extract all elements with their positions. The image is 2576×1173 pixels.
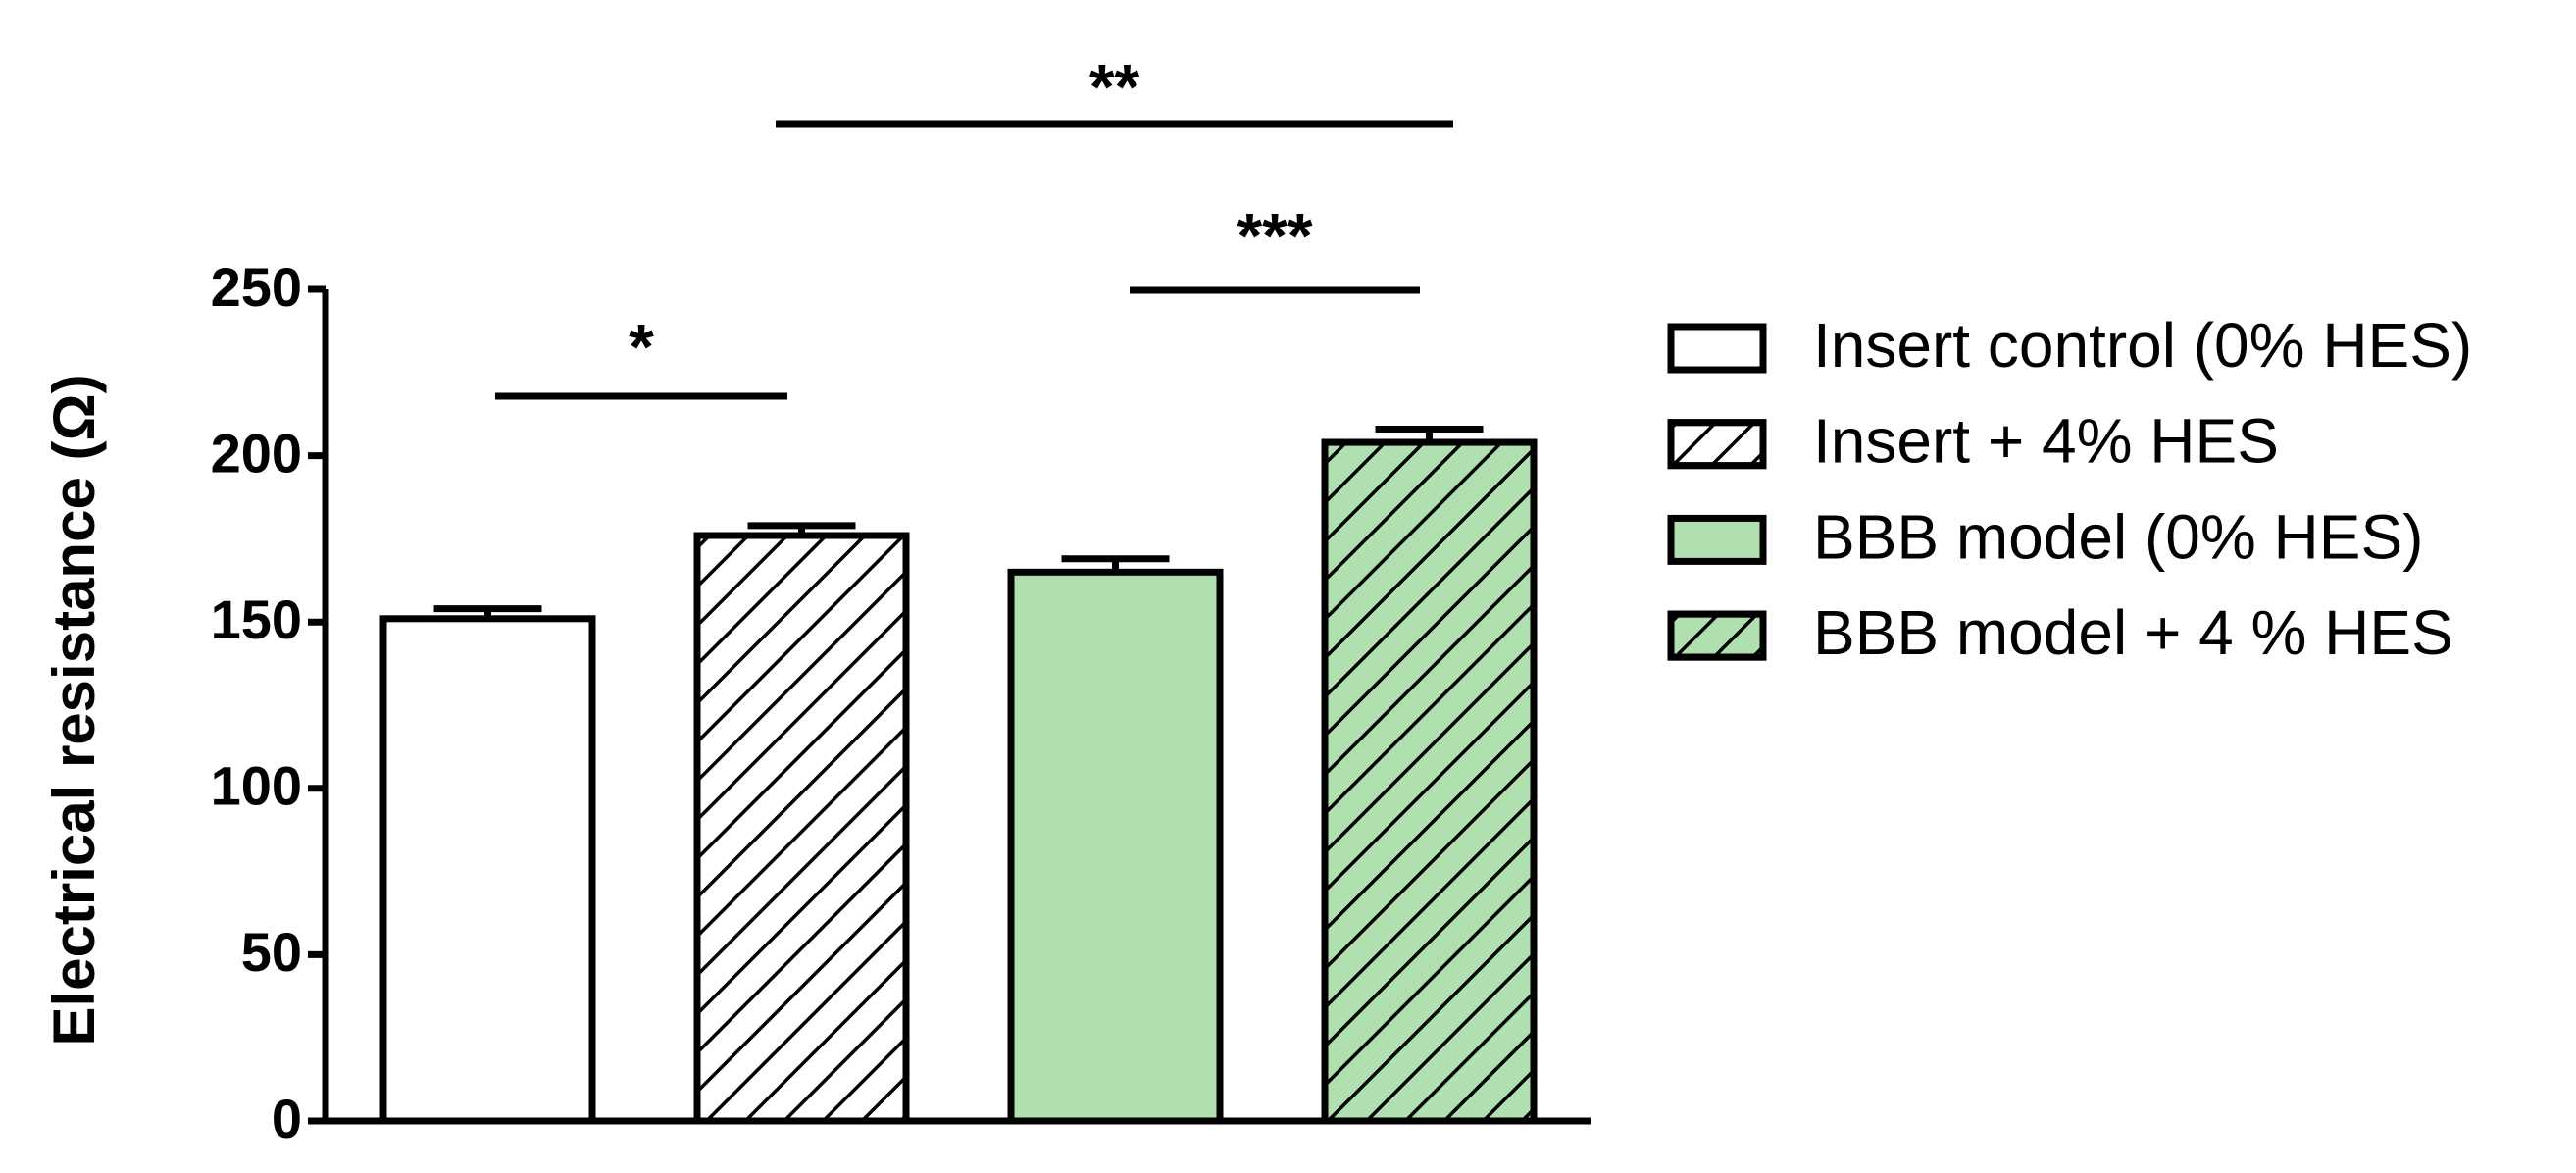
y-axis-label: Electrical resistance (Ω) — [41, 374, 107, 1046]
y-tick-label: 100 — [211, 755, 302, 817]
legend-swatch-hatch — [1667, 610, 1767, 661]
bar — [379, 615, 596, 1125]
legend-label: Insert control (0% HES) — [1813, 310, 2472, 381]
y-tick-label: 150 — [211, 588, 302, 650]
legend-swatch-hatch — [1667, 419, 1767, 470]
bar — [1007, 568, 1224, 1125]
y-tick-label: 250 — [211, 256, 302, 318]
bar-hatch — [693, 532, 910, 1125]
y-tick-label: 50 — [241, 921, 302, 983]
legend-swatch — [1667, 514, 1767, 565]
significance-label: * — [629, 310, 654, 382]
legend-swatch — [1667, 323, 1767, 374]
significance-label: ** — [1089, 50, 1140, 123]
bar-hatch — [1321, 438, 1538, 1125]
legend-label: BBB model (0% HES) — [1813, 501, 2423, 572]
y-tick-label: 200 — [211, 422, 302, 484]
significance-label: *** — [1237, 199, 1312, 272]
legend-label: Insert + 4% HES — [1813, 406, 2279, 477]
y-tick-label: 0 — [272, 1088, 302, 1149]
legend-label: BBB model + 4 % HES — [1813, 597, 2453, 668]
